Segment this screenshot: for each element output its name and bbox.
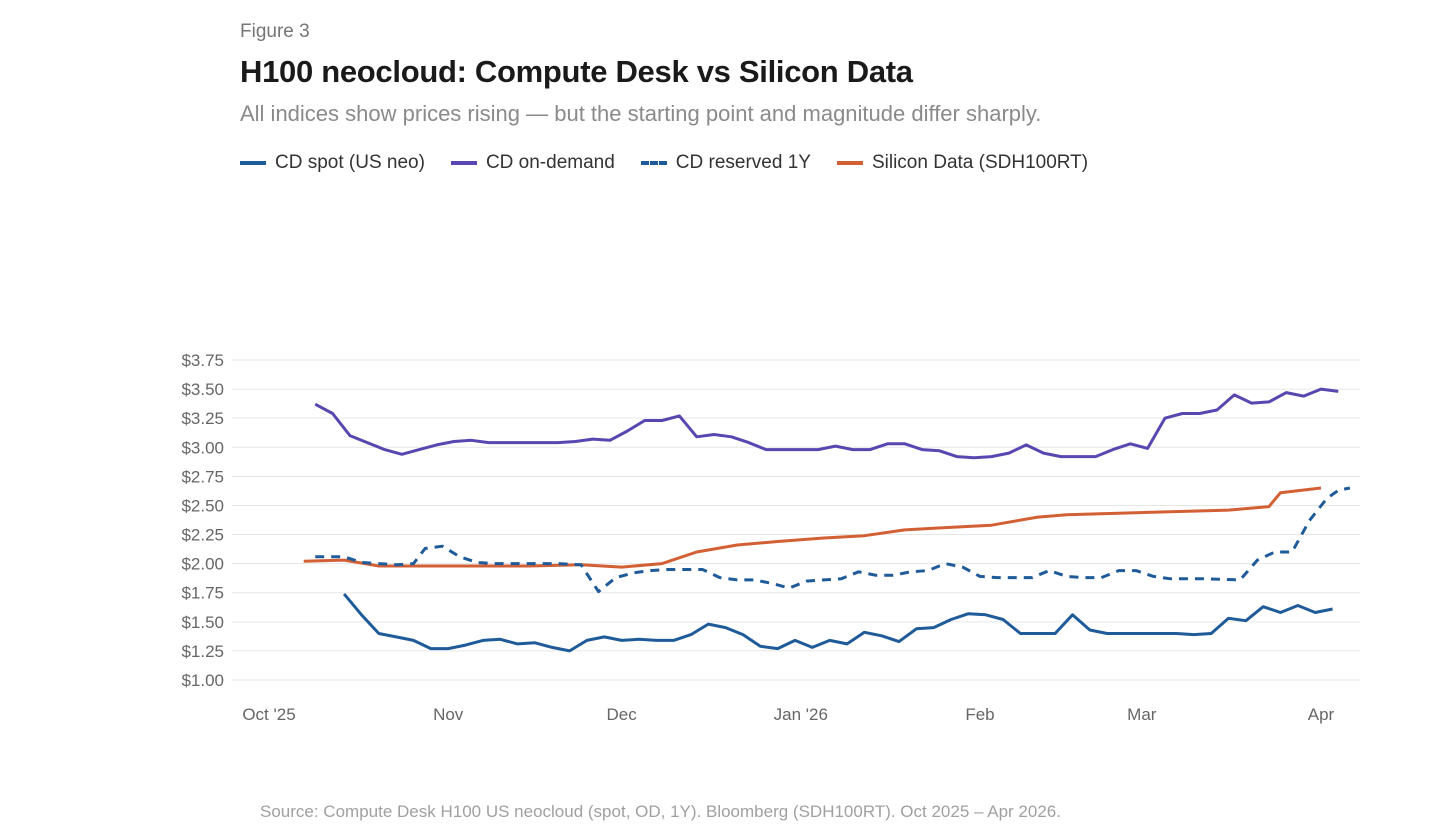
chart-subtitle: All indices show prices rising — but the…: [240, 101, 1042, 126]
legend: CD spot (US neo) CD on-demand CD reserve…: [240, 152, 1088, 174]
legend-swatch: [836, 161, 863, 165]
x-tick-label: Mar: [1127, 705, 1157, 724]
y-tick-label: $1.50: [181, 613, 224, 632]
x-tick-label: Jan '26: [774, 705, 828, 724]
legend-item-cd-on-demand: CD on-demand: [450, 152, 615, 174]
legend-label: CD spot (US neo): [275, 152, 425, 173]
series-line-cd-spot-us-neo: [342, 592, 1333, 653]
y-tick-label: $2.75: [181, 467, 224, 486]
legend-swatch: [450, 161, 477, 165]
legend-swatch: [240, 161, 266, 165]
legend-label: CD on-demand: [485, 152, 615, 173]
x-tick-label: Feb: [965, 705, 994, 724]
y-tick-label: $3.25: [181, 409, 224, 428]
series-line-cd-reserved-1y: [315, 486, 1351, 594]
legend-swatch: [640, 161, 667, 165]
y-tick-label: $2.50: [181, 496, 224, 515]
series-line-cd-on-demand: [314, 387, 1339, 460]
y-tick-label: $1.00: [181, 671, 224, 690]
x-tick-label: Apr: [1308, 705, 1335, 724]
source-note: Source: Compute Desk H100 US neocloud (s…: [260, 802, 1061, 821]
x-tick-label: Oct '25: [242, 705, 295, 724]
figure-label: Figure 3: [240, 21, 310, 42]
y-tick-label: $1.25: [181, 642, 224, 661]
x-tick-label: Dec: [606, 705, 637, 724]
y-tick-label: $3.75: [181, 351, 224, 370]
chart-title: H100 neocloud: Compute Desk vs Silicon D…: [240, 54, 913, 89]
y-tick-label: $3.00: [181, 438, 224, 457]
legend-label: CD reserved 1Y: [675, 152, 811, 173]
legend-label: Silicon Data (SDH100RT): [871, 152, 1089, 173]
legend-item-cd-reserved: CD reserved 1Y: [640, 152, 811, 174]
y-tick-label: $1.75: [181, 584, 224, 603]
legend-item-silicon-data: Silicon Data (SDH100RT): [836, 152, 1089, 174]
y-tick-label: $3.50: [181, 380, 224, 399]
y-tick-label: $2.25: [181, 526, 224, 545]
x-tick-label: Nov: [433, 705, 464, 724]
y-tick-label: $2.00: [181, 555, 224, 574]
legend-item-cd-spot: CD spot (US neo): [240, 152, 425, 174]
series-line-silicon-data-sdh100rt: [303, 486, 1322, 569]
